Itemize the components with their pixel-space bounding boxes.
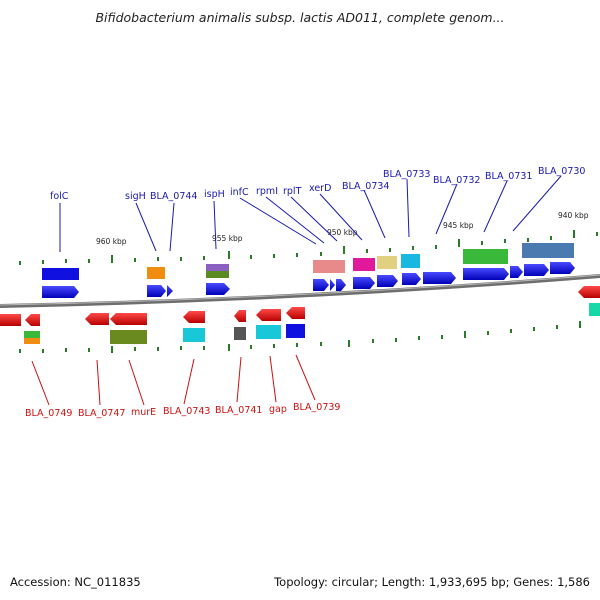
tick-label-950: 950 kbp [327, 228, 358, 237]
feature-box [522, 243, 574, 258]
bottom-leader-lines [31, 354, 316, 406]
gene-arrow [353, 277, 375, 289]
lower-feature-layer [24, 303, 600, 344]
lower-ticks [19, 321, 581, 353]
gene-arrow [206, 283, 230, 295]
feature-box [256, 325, 281, 339]
feature-box [24, 338, 40, 344]
gene-label-BLA_0730[interactable]: BLA_0730 [538, 166, 585, 177]
gene-label-gap[interactable]: gap [269, 404, 287, 415]
feature-box [313, 260, 345, 273]
forward-genes [42, 262, 575, 298]
gene-arrow [377, 275, 398, 287]
gene-arrow [110, 313, 147, 325]
gene-label-BLA_0744[interactable]: BLA_0744 [150, 191, 197, 202]
tick-label-945: 945 kbp [443, 221, 474, 230]
feature-box [234, 327, 246, 340]
gene-arrow [85, 313, 109, 325]
gene-label-folC[interactable]: folC [50, 191, 69, 202]
gene-label-BLA_0747[interactable]: BLA_0747 [78, 408, 125, 419]
gene-arrow [42, 286, 79, 298]
genome-backbone [0, 274, 600, 308]
tick-label-955: 955 kbp [212, 234, 243, 243]
gene-arrow [0, 314, 21, 326]
gene-label-BLA_0741[interactable]: BLA_0741 [215, 405, 262, 416]
gene-label-BLA_0743[interactable]: BLA_0743 [163, 406, 210, 417]
feature-box [353, 258, 375, 271]
feature-box [206, 271, 229, 278]
gene-label-BLA_0731[interactable]: BLA_0731 [485, 171, 532, 182]
gene-label-BLA_0749[interactable]: BLA_0749 [25, 408, 72, 419]
gene-label-BLA_0733[interactable]: BLA_0733 [383, 169, 430, 180]
gene-label-rpmI[interactable]: rpmI [256, 186, 278, 197]
feature-box [401, 254, 420, 268]
gene-arrow [550, 262, 575, 274]
tick-label-940: 940 kbp [558, 211, 589, 220]
feature-box [183, 328, 205, 342]
gene-arrow [402, 273, 421, 285]
feature-box [110, 330, 147, 344]
gene-label-rplT[interactable]: rplT [283, 186, 302, 197]
feature-box [42, 268, 79, 280]
gene-arrow [336, 279, 346, 291]
gene-arrow [330, 279, 335, 291]
gene-label-murE[interactable]: murE [131, 407, 156, 418]
gene-arrow [256, 309, 281, 321]
gene-label-BLA_0732[interactable]: BLA_0732 [433, 175, 480, 186]
gene-label-BLA_0739[interactable]: BLA_0739 [293, 402, 340, 413]
upper-ticks [19, 230, 598, 265]
gene-arrow [25, 314, 40, 326]
gene-arrow [423, 272, 456, 284]
gene-label-xerD[interactable]: xerD [309, 183, 331, 194]
gene-arrow [234, 310, 246, 322]
feature-box [377, 256, 397, 269]
upper-feature-layer [42, 243, 574, 280]
gene-arrow [313, 279, 329, 291]
feature-box [463, 249, 508, 264]
topology-summary: Topology: circular; Length: 1,933,695 bp… [274, 575, 590, 589]
feature-box [24, 331, 40, 338]
feature-box [206, 264, 229, 271]
map-title: Bifidobacterium animalis subsp. lactis A… [95, 10, 505, 25]
reverse-genes [0, 286, 600, 326]
gene-arrow [510, 266, 523, 278]
gene-arrow [286, 307, 305, 319]
feature-box [286, 324, 305, 338]
tick-label-960: 960 kbp [96, 237, 127, 246]
feature-box [589, 303, 600, 316]
gene-arrow [147, 285, 166, 297]
accession-text: Accession: NC_011835 [10, 575, 141, 589]
feature-box [147, 267, 165, 279]
gene-label-ispH[interactable]: ispH [204, 189, 225, 200]
gene-label-infC[interactable]: infC [230, 187, 249, 198]
gene-label-sigH[interactable]: sigH [125, 191, 146, 202]
top-leader-lines [59, 175, 562, 252]
gene-arrow [524, 264, 549, 276]
gene-arrow [167, 285, 173, 297]
gene-label-BLA_0734[interactable]: BLA_0734 [342, 181, 389, 192]
gene-arrow [463, 268, 509, 280]
gene-arrow [183, 311, 205, 323]
gene-arrow [578, 286, 600, 298]
